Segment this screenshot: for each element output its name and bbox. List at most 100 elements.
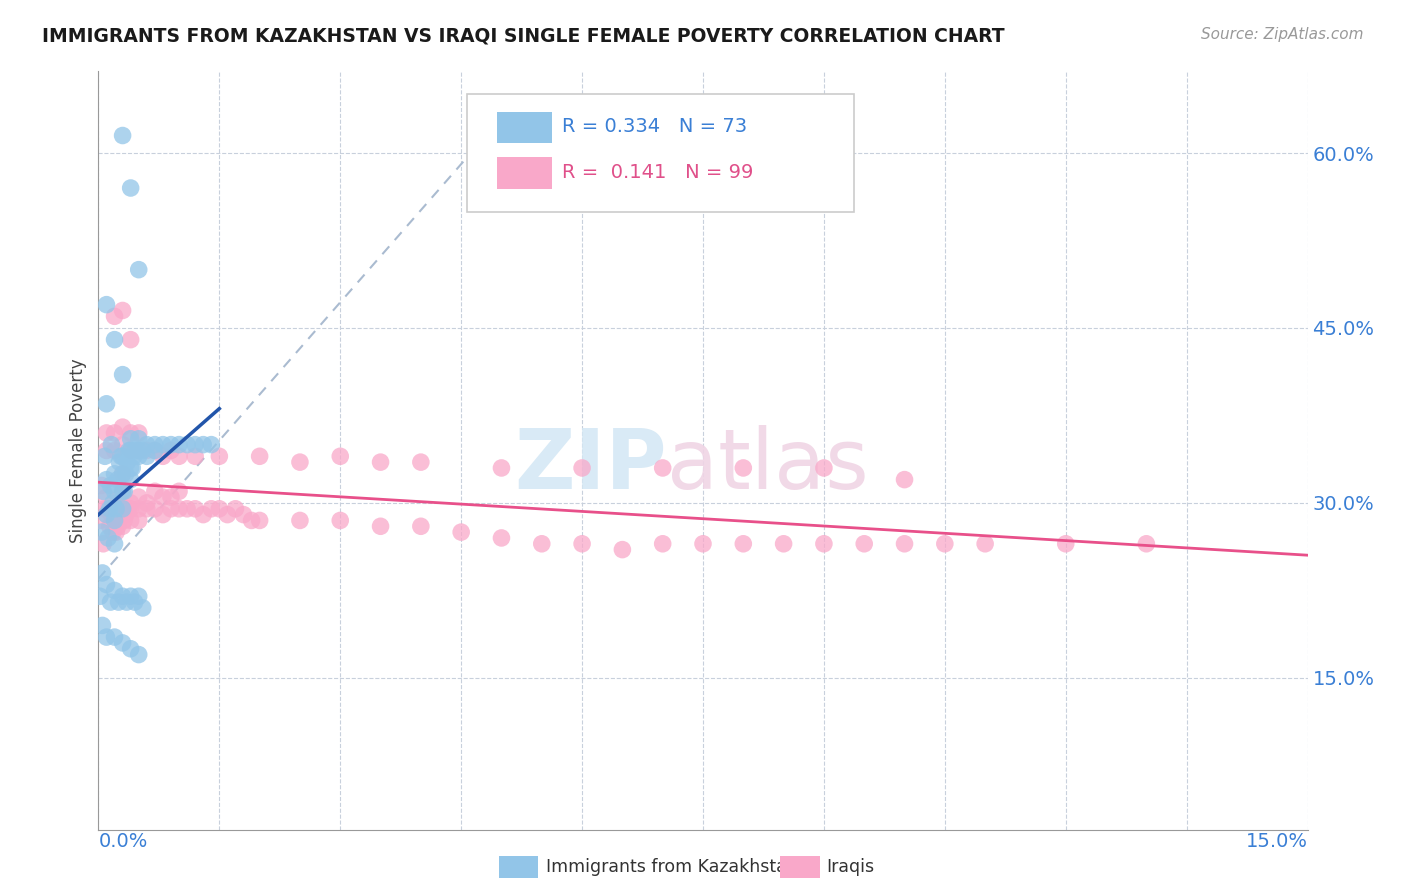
Point — [224, 501, 246, 516]
Point — [120, 496, 142, 510]
Point — [329, 513, 352, 527]
Point — [167, 450, 190, 464]
Point — [111, 589, 134, 603]
Point — [128, 443, 150, 458]
Point — [1054, 537, 1077, 551]
Text: Immigrants from Kazakhstan: Immigrants from Kazakhstan — [546, 858, 797, 876]
Point — [193, 508, 215, 522]
Point — [692, 537, 714, 551]
Point — [120, 641, 142, 656]
Point — [121, 461, 143, 475]
Point — [184, 501, 207, 516]
Point — [96, 490, 118, 504]
Point — [120, 432, 142, 446]
Point — [103, 583, 125, 598]
Point — [103, 513, 125, 527]
Point — [370, 455, 392, 469]
Y-axis label: Single Female Poverty: Single Female Poverty — [69, 359, 87, 542]
Point — [103, 425, 125, 440]
Point — [612, 542, 634, 557]
Point — [96, 425, 118, 440]
Point — [329, 450, 352, 464]
Point — [111, 128, 134, 143]
Point — [110, 450, 132, 464]
Point — [114, 467, 136, 481]
Point — [114, 508, 136, 522]
Point — [96, 630, 118, 644]
Point — [91, 618, 114, 632]
Point — [100, 508, 122, 522]
Point — [118, 443, 141, 458]
Point — [217, 508, 239, 522]
Point — [143, 443, 166, 458]
Point — [135, 443, 157, 458]
Point — [128, 432, 150, 446]
Point — [184, 437, 207, 451]
Point — [249, 450, 271, 464]
Point — [132, 601, 155, 615]
Text: 0.0%: 0.0% — [98, 832, 148, 851]
Point — [893, 473, 915, 487]
Point — [128, 425, 150, 440]
Text: IMMIGRANTS FROM KAZAKHSTAN VS IRAQI SINGLE FEMALE POVERTY CORRELATION CHART: IMMIGRANTS FROM KAZAKHSTAN VS IRAQI SING… — [42, 27, 1005, 45]
Point — [132, 443, 155, 458]
Point — [101, 525, 124, 540]
Point — [571, 537, 593, 551]
Point — [110, 501, 132, 516]
Point — [934, 537, 956, 551]
Point — [112, 513, 135, 527]
Point — [128, 589, 150, 603]
Point — [98, 501, 121, 516]
Point — [120, 443, 142, 458]
Point — [176, 437, 198, 451]
Text: Iraqis: Iraqis — [827, 858, 875, 876]
Point — [733, 537, 755, 551]
Point — [120, 181, 142, 195]
FancyBboxPatch shape — [498, 157, 551, 189]
Point — [111, 303, 134, 318]
Point — [249, 513, 271, 527]
Point — [111, 467, 134, 481]
Point — [120, 473, 142, 487]
Point — [409, 519, 432, 533]
Point — [128, 501, 150, 516]
Point — [409, 455, 432, 469]
Text: 15.0%: 15.0% — [1246, 832, 1308, 851]
Point — [91, 537, 114, 551]
Point — [288, 455, 311, 469]
Point — [97, 531, 120, 545]
Point — [853, 537, 876, 551]
Point — [813, 537, 835, 551]
Point — [193, 437, 215, 451]
Point — [101, 496, 124, 510]
Point — [160, 501, 183, 516]
Point — [96, 443, 118, 458]
Point — [108, 455, 131, 469]
Point — [100, 595, 122, 609]
Point — [974, 537, 997, 551]
Point — [128, 262, 150, 277]
Point — [200, 437, 222, 451]
Point — [96, 397, 118, 411]
Text: R = 0.334   N = 73: R = 0.334 N = 73 — [561, 117, 747, 136]
Point — [94, 450, 117, 464]
Point — [143, 484, 166, 499]
Point — [112, 484, 135, 499]
Point — [143, 443, 166, 458]
Point — [128, 513, 150, 527]
Point — [530, 537, 553, 551]
Point — [111, 420, 134, 434]
Point — [111, 467, 134, 481]
Point — [111, 368, 134, 382]
Point — [772, 537, 794, 551]
Point — [160, 490, 183, 504]
Point — [96, 508, 118, 522]
Point — [124, 443, 146, 458]
Point — [94, 501, 117, 516]
Point — [167, 484, 190, 499]
Point — [120, 443, 142, 458]
Point — [143, 501, 166, 516]
Text: atlas: atlas — [666, 425, 869, 506]
Point — [167, 501, 190, 516]
Text: Source: ZipAtlas.com: Source: ZipAtlas.com — [1201, 27, 1364, 42]
